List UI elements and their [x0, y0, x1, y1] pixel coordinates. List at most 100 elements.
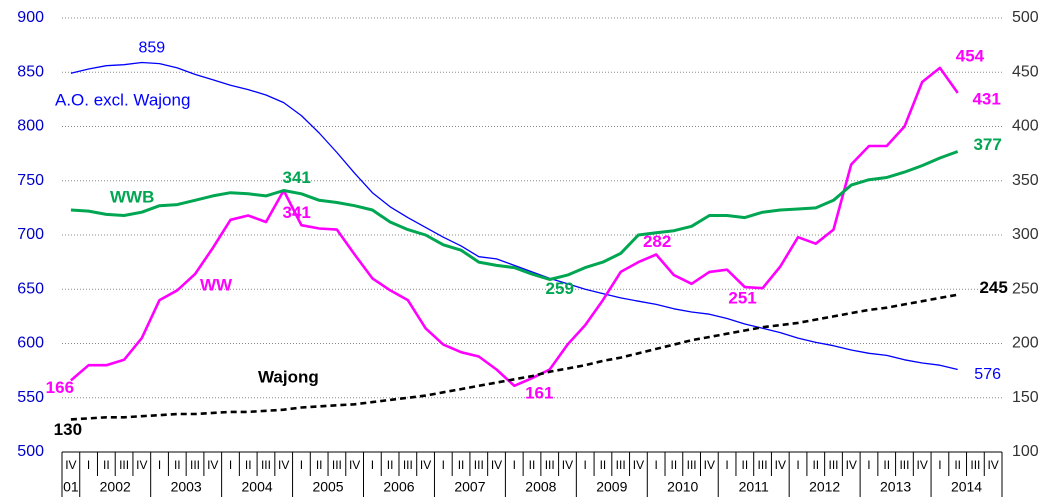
y-tick-label: 700 — [17, 226, 44, 243]
x-group-label: 2013 — [880, 479, 911, 495]
y2-tick-label: 150 — [1012, 389, 1039, 406]
x-tick-label: I — [300, 458, 303, 472]
x-tick-label: IV — [349, 458, 360, 472]
x-tick-label: II — [316, 458, 323, 472]
x-group-label: 01 — [63, 479, 79, 495]
data-label: 377 — [973, 135, 1001, 154]
x-tick-label: III — [616, 458, 626, 472]
series-name: WWB — [110, 187, 154, 206]
x-group-label: 2007 — [454, 479, 485, 495]
x-tick-label: III — [758, 458, 768, 472]
x-tick-label: II — [387, 458, 394, 472]
x-tick-label: II — [600, 458, 607, 472]
x-tick-label: I — [158, 458, 161, 472]
data-label: 251 — [728, 289, 756, 308]
y-tick-label: 550 — [17, 389, 44, 406]
x-tick-label: IV — [633, 458, 644, 472]
x-tick-label: IV — [420, 458, 431, 472]
x-tick-label: I — [796, 458, 799, 472]
x-tick-label: II — [883, 458, 890, 472]
x-tick-label: I — [654, 458, 657, 472]
y-tick-label: 900 — [17, 9, 44, 26]
series-line — [70, 61, 958, 371]
x-tick-label: IV — [278, 458, 289, 472]
x-tick-label: IV — [491, 458, 502, 472]
y-tick-label: 850 — [17, 63, 44, 80]
y-tick-label: 650 — [17, 280, 44, 297]
x-group-label: 2003 — [171, 479, 202, 495]
series-line — [70, 293, 958, 421]
x-tick-label: I — [513, 458, 516, 472]
x-tick-label: I — [87, 458, 90, 472]
x-tick-label: III — [970, 458, 980, 472]
y-tick-label: 800 — [17, 118, 44, 135]
x-tick-label: IV — [207, 458, 218, 472]
x-tick-label: I — [867, 458, 870, 472]
x-tick-label: II — [812, 458, 819, 472]
x-tick-label: III — [332, 458, 342, 472]
x-tick-label: II — [458, 458, 465, 472]
data-label: 245 — [979, 278, 1007, 297]
x-tick-label: I — [371, 458, 374, 472]
x-tick-label: IV — [917, 458, 928, 472]
x-tick-label: III — [190, 458, 200, 472]
data-label: 259 — [546, 279, 574, 298]
data-label: 130 — [54, 420, 82, 439]
data-label: 341 — [283, 168, 311, 187]
x-tick-label: I — [725, 458, 728, 472]
y2-tick-label: 500 — [1012, 9, 1039, 26]
x-tick-label: IV — [987, 458, 998, 472]
x-tick-label: I — [584, 458, 587, 472]
x-tick-label: II — [529, 458, 536, 472]
x-group-label: 2009 — [596, 479, 627, 495]
y2-tick-label: 200 — [1012, 335, 1039, 352]
x-group-label: 2008 — [525, 479, 556, 495]
data-label: 454 — [956, 46, 985, 65]
y2-tick-label: 250 — [1012, 280, 1039, 297]
y2-tick-label: 100 — [1012, 443, 1039, 460]
y2-tick-label: 300 — [1012, 226, 1039, 243]
x-tick-label: III — [829, 458, 839, 472]
data-label: 166 — [46, 378, 74, 397]
x-tick-label: II — [954, 458, 961, 472]
x-tick-label: I — [229, 458, 232, 472]
x-tick-label: IV — [846, 458, 857, 472]
y-tick-label: 750 — [17, 172, 44, 189]
x-tick-label: IV — [65, 458, 76, 472]
x-tick-label: II — [671, 458, 678, 472]
x-group-label: 2012 — [809, 479, 840, 495]
series-name: WW — [200, 275, 233, 294]
x-tick-label: III — [261, 458, 271, 472]
x-group-label: 2006 — [383, 479, 414, 495]
x-tick-label: I — [938, 458, 941, 472]
x-group-label: 2005 — [312, 479, 343, 495]
x-tick-label: IV — [136, 458, 147, 472]
x-tick-label: III — [403, 458, 413, 472]
x-tick-label: II — [245, 458, 252, 472]
series-name: A.O. excl. Wajong — [55, 90, 190, 109]
series-line — [70, 66, 959, 388]
data-label: 576 — [974, 366, 1001, 383]
data-label: 859 — [138, 40, 165, 57]
x-group-label: 2004 — [242, 479, 273, 495]
y2-tick-label: 450 — [1012, 63, 1039, 80]
x-group-label: 2002 — [100, 479, 131, 495]
y-tick-label: 600 — [17, 335, 44, 352]
x-group-label: 2010 — [667, 479, 698, 495]
data-label: 341 — [283, 203, 311, 222]
x-tick-label: II — [174, 458, 181, 472]
x-tick-label: III — [474, 458, 484, 472]
y2-tick-label: 350 — [1012, 172, 1039, 189]
x-tick-label: IV — [562, 458, 573, 472]
x-tick-label: II — [103, 458, 110, 472]
series-line — [70, 150, 959, 281]
y-tick-label: 500 — [17, 443, 44, 460]
data-label: 431 — [972, 89, 1000, 108]
x-tick-label: III — [119, 458, 129, 472]
x-tick-label: III — [687, 458, 697, 472]
x-group-label: 2011 — [739, 479, 769, 495]
x-group-label: 2014 — [951, 479, 982, 495]
x-tick-label: IV — [704, 458, 715, 472]
data-label: 161 — [525, 383, 553, 402]
